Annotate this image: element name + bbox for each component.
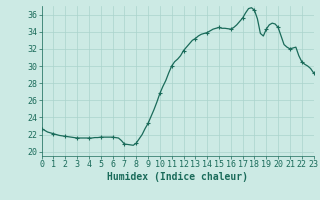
X-axis label: Humidex (Indice chaleur): Humidex (Indice chaleur) xyxy=(107,172,248,182)
